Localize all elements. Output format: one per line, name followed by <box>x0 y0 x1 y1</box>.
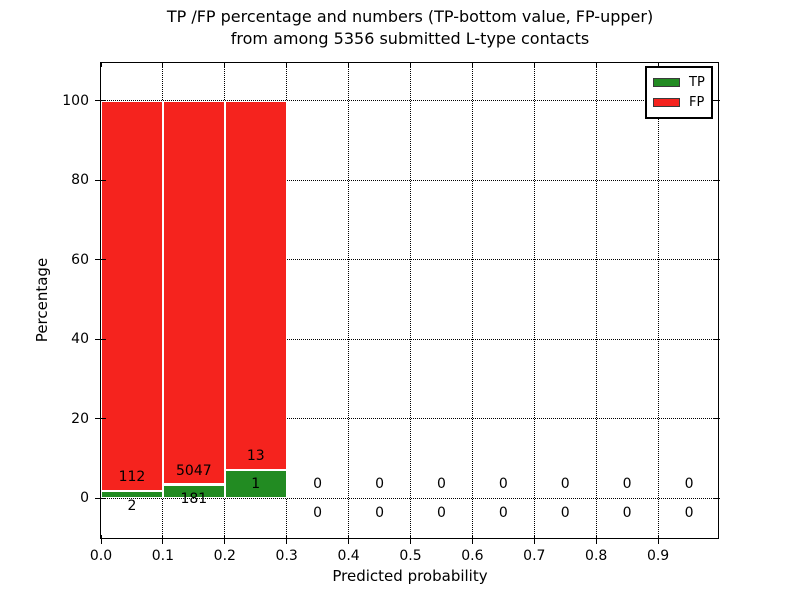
y-tick-mark-right <box>713 179 718 181</box>
x-tick-label: 0.1 <box>151 548 175 564</box>
tp-bar-segment <box>162 484 225 499</box>
x-tick-mark-top <box>286 63 288 67</box>
fp-count-label: 0 <box>560 476 570 493</box>
tp-count-label: 1 <box>251 476 261 493</box>
x-tick-mark-top <box>471 63 473 67</box>
fp-bar-segment <box>224 100 287 470</box>
x-tick-label: 0.6 <box>461 548 484 564</box>
fp-count-label: 13 <box>246 447 265 464</box>
fp-bar-segment <box>162 100 225 485</box>
y-tick-mark <box>95 418 106 420</box>
fp-count-label: 0 <box>436 476 446 493</box>
x-tick-label: 0.7 <box>523 548 546 564</box>
plot-area: TP FP 112 2 5047 181 13 1 0 0 0 0 0 0 0 0 0 0 0 0 0 0 0 20 40 6… <box>62 62 720 564</box>
y-tick-mark <box>95 338 106 340</box>
x-tick-mark-top <box>533 63 535 67</box>
fp-legend-swatch <box>653 97 680 107</box>
x-tick-mark <box>224 535 226 544</box>
tp-count-label: 0 <box>436 504 446 521</box>
v-gridline <box>286 63 288 540</box>
tp-bar-segment <box>224 469 287 499</box>
fp-count-label: 112 <box>118 469 146 486</box>
v-gridline <box>410 63 411 540</box>
x-tick-label: 0.2 <box>213 548 236 564</box>
y-tick-mark-right <box>713 259 718 261</box>
x-tick-mark-top <box>657 63 659 67</box>
chart-title-line2: from among 5356 submitted L-type contact… <box>230 29 590 48</box>
y-tick-label: 0 <box>80 490 89 507</box>
v-gridline <box>348 63 350 540</box>
x-tick-mark <box>471 535 473 544</box>
y-tick-label: 40 <box>71 331 89 348</box>
x-tick-label: 0.9 <box>646 548 670 564</box>
y-tick-label: 60 <box>71 251 89 268</box>
x-tick-mark-top <box>224 63 226 67</box>
tp-count-label: 0 <box>684 504 694 521</box>
y-tick-mark <box>95 179 106 181</box>
legend-item-tp: TP <box>653 72 705 92</box>
fp-legend-label: FP <box>689 94 705 110</box>
tp-count-label: 2 <box>127 497 137 514</box>
x-tick-label: 0.8 <box>585 548 608 564</box>
x-tick-mark-top <box>162 63 164 67</box>
tp-legend-swatch <box>653 77 680 87</box>
x-tick-mark-top <box>100 63 102 67</box>
x-tick-label: 0.3 <box>275 548 298 564</box>
y-tick-mark <box>95 259 106 261</box>
y-tick-mark-right <box>713 497 718 499</box>
v-gridline <box>657 63 659 540</box>
fp-count-label: 0 <box>375 476 384 493</box>
tp-count-label: 0 <box>498 504 508 521</box>
x-tick-mark <box>100 535 102 544</box>
x-axis-label: Predicted probability <box>332 567 488 585</box>
y-tick-mark <box>95 100 106 102</box>
fp-bar-segment <box>101 100 163 492</box>
tp-count-label: 0 <box>375 504 384 521</box>
tp-count-label: 0 <box>622 504 632 521</box>
legend-item-fp: FP <box>653 92 705 112</box>
y-tick-mark <box>95 497 106 499</box>
chart-title: TP /FP percentage and numbers (TP-bottom… <box>100 6 720 50</box>
fp-count-label: 0 <box>622 476 632 493</box>
y-tick-mark-right <box>713 418 718 420</box>
x-tick-mark <box>410 535 411 544</box>
x-tick-label: 0.0 <box>89 548 113 564</box>
fp-count-label: 0 <box>313 476 323 493</box>
tp-count-label: 0 <box>313 504 323 521</box>
y-tick-label: 100 <box>62 92 89 109</box>
legend: TP FP <box>645 66 713 119</box>
y-tick-mark-right <box>713 338 718 340</box>
fp-count-label: 0 <box>498 476 508 493</box>
v-gridline <box>471 63 473 540</box>
y-tick-label: 20 <box>71 410 89 427</box>
x-tick-label: 0.5 <box>399 548 422 564</box>
x-tick-mark <box>348 535 350 544</box>
fp-count-label: 0 <box>684 476 694 493</box>
y-tick-label: 80 <box>71 172 89 189</box>
x-tick-mark <box>162 535 164 544</box>
v-gridline <box>595 63 597 540</box>
tp-count-label: 0 <box>560 504 570 521</box>
x-tick-mark-top <box>410 63 411 67</box>
x-tick-mark <box>533 535 535 544</box>
x-tick-mark-top <box>595 63 597 67</box>
tp-legend-label: TP <box>689 74 705 90</box>
y-tick-mark-right <box>713 100 718 102</box>
chart-title-line1: TP /FP percentage and numbers (TP-bottom… <box>166 7 654 26</box>
x-tick-mark <box>657 535 659 544</box>
x-tick-mark-top <box>348 63 350 67</box>
tp-count-label: 181 <box>180 490 208 507</box>
tp-bar-segment <box>101 491 163 499</box>
fp-count-label: 5047 <box>176 462 212 479</box>
x-tick-mark <box>286 535 288 544</box>
v-gridline <box>533 63 535 540</box>
x-tick-mark <box>595 535 597 544</box>
x-tick-label: 0.4 <box>337 548 360 564</box>
